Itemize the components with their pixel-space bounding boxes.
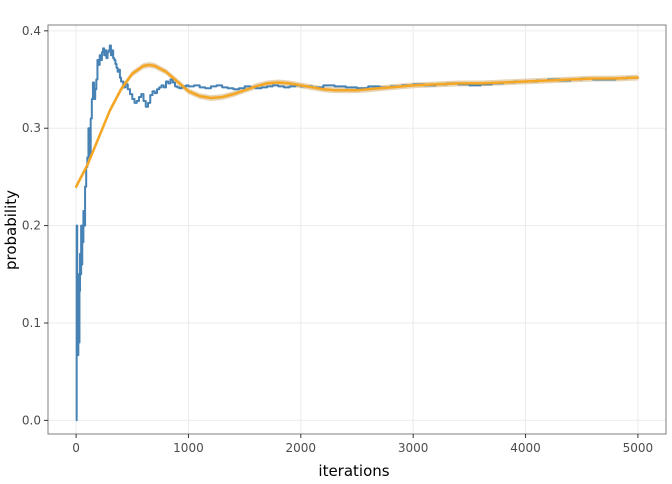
y-tick-label: 0.0 [22,413,41,427]
x-tick-label: 1000 [173,441,204,455]
y-tick-label: 0.1 [22,316,41,330]
y-tick-label: 0.4 [22,24,41,38]
x-tick-label: 2000 [286,441,317,455]
axes: 0 1000 2000 3000 4000 5000 0.0 0.1 0.2 0.3 0.4 [22,24,653,455]
panel-border [47,24,667,435]
x-axis-label: iterations [318,462,389,480]
y-axis-label: probability [2,190,20,270]
x-tick-label: 4000 [510,441,541,455]
x-tick-label: 0 [72,441,80,455]
x-tick-label: 5000 [623,441,654,455]
series-layer [74,44,640,422]
y-tick-label: 0.2 [22,219,41,233]
running-mean-line [75,44,639,422]
smooth-line [74,63,640,188]
y-tick-label: 0.3 [22,121,41,135]
x-tick-label: 3000 [398,441,429,455]
grid [48,25,666,434]
